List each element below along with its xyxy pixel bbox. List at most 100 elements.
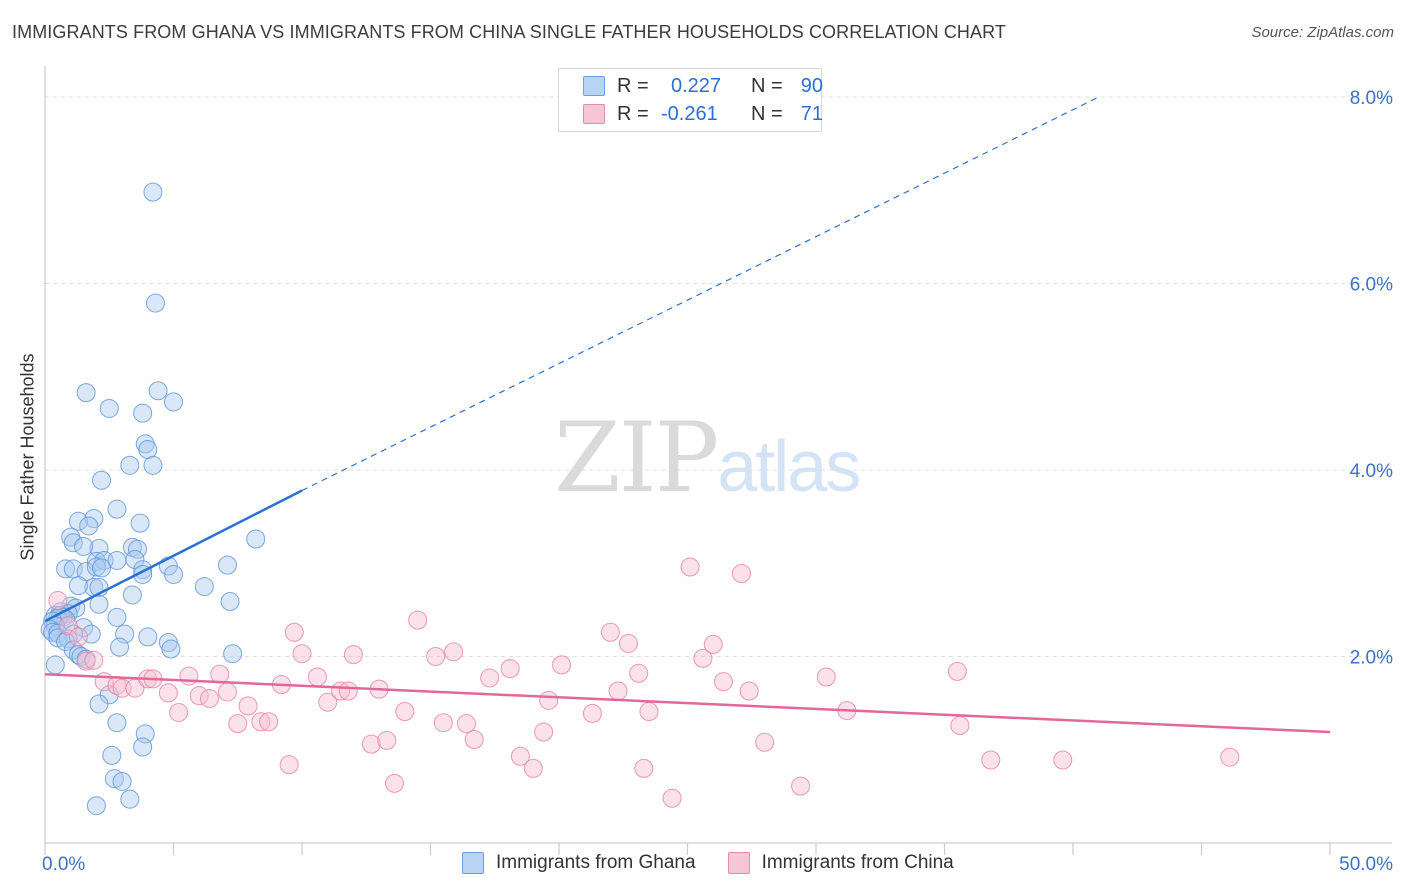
- china-swatch: [583, 104, 605, 124]
- china-point: [693, 648, 713, 668]
- ghana-point: [220, 591, 240, 611]
- china-point: [395, 702, 415, 722]
- china-point: [169, 702, 189, 722]
- ghana-point: [122, 585, 142, 605]
- china-point: [48, 591, 68, 611]
- ghana-point: [48, 623, 68, 643]
- ghana-point: [107, 499, 127, 519]
- ghana-point: [92, 470, 112, 490]
- ghana-point: [99, 398, 119, 418]
- n-value: 71: [800, 102, 823, 125]
- source-credit: Source: ZipAtlas.com: [1251, 24, 1394, 41]
- china-point: [84, 650, 104, 670]
- china-point: [408, 610, 428, 630]
- y-tick-label: 4.0%: [1350, 461, 1393, 482]
- china-point: [343, 645, 363, 665]
- china-point: [639, 702, 659, 722]
- ghana-point: [76, 383, 96, 403]
- ghana-point: [138, 627, 158, 647]
- y-axis-label: Single Father Households: [17, 353, 38, 561]
- ghana-point: [89, 694, 109, 714]
- china-point: [444, 642, 464, 662]
- china-swatch: [727, 852, 750, 874]
- china-point: [534, 722, 554, 742]
- ghana-point: [138, 439, 158, 459]
- legend-item-china: Immigrants from China: [727, 852, 954, 874]
- ghana-point: [161, 639, 181, 659]
- chart-title: IMMIGRANTS FROM GHANA VS IMMIGRANTS FROM…: [12, 22, 1006, 42]
- r-value: 0.227: [671, 74, 722, 97]
- legend-row-ghana: R = 0.227 N = 90: [583, 73, 823, 99]
- ghana-point: [107, 607, 127, 627]
- ghana-point: [107, 713, 127, 733]
- china-point: [1220, 747, 1240, 767]
- ghana-point: [102, 745, 122, 765]
- y-tick-label: 8.0%: [1350, 88, 1393, 109]
- china-point: [464, 729, 484, 749]
- china-point: [210, 664, 230, 684]
- ghana-swatch: [462, 852, 484, 874]
- r-label: R =: [617, 102, 649, 125]
- ghana-point: [164, 392, 183, 412]
- ghana-point: [130, 513, 150, 533]
- china-point: [377, 730, 397, 750]
- ghana-point: [217, 555, 237, 575]
- china-point: [703, 634, 723, 654]
- china-point: [338, 681, 358, 701]
- china-point: [318, 692, 338, 712]
- china-point: [76, 651, 96, 671]
- y-tick-label: 2.0%: [1350, 648, 1393, 669]
- china-point: [950, 716, 970, 736]
- china-point: [228, 714, 248, 734]
- ghana-point: [74, 536, 94, 556]
- china-point: [816, 667, 836, 687]
- ghana-swatch: [583, 76, 605, 96]
- legend-label-china: Immigrants from China: [761, 852, 954, 873]
- china-point: [552, 655, 572, 675]
- china-point: [480, 668, 500, 688]
- ghana-point: [86, 796, 106, 816]
- ghana-point: [146, 293, 166, 313]
- china-point: [307, 667, 327, 687]
- ghana-point: [246, 529, 266, 549]
- ghana-trend-extension: [301, 96, 1099, 492]
- china-point: [634, 758, 654, 778]
- correlation-legend: R = 0.227 N = 90 R = -0.261 N = 71: [558, 68, 823, 132]
- series-legend: Immigrants from Ghana Immigrants from Ch…: [462, 852, 986, 874]
- ghana-point: [56, 559, 76, 579]
- ghana-point: [56, 632, 76, 652]
- ghana-point: [112, 771, 132, 791]
- ghana-point: [74, 618, 94, 638]
- china-point: [238, 696, 258, 716]
- china-point: [279, 755, 299, 775]
- china-point: [539, 690, 559, 710]
- ghana-point: [86, 557, 106, 577]
- china-point: [385, 773, 405, 793]
- china-point: [755, 732, 775, 752]
- china-point: [523, 758, 543, 778]
- china-point: [500, 659, 520, 679]
- ghana-point: [63, 533, 83, 553]
- ghana-point: [68, 511, 88, 531]
- watermark-atlas: atlas: [717, 427, 861, 507]
- china-point: [158, 683, 178, 703]
- china-point: [456, 714, 476, 734]
- china-point: [1053, 750, 1073, 770]
- china-point: [791, 776, 811, 796]
- china-point: [433, 713, 453, 733]
- legend-item-ghana: Immigrants from Ghana: [462, 852, 696, 874]
- china-point: [259, 712, 279, 732]
- china-point: [981, 750, 1001, 770]
- n-label: N =: [751, 74, 783, 97]
- watermark-zip: ZIP: [554, 402, 719, 514]
- ghana-point: [223, 644, 243, 664]
- china-point: [361, 734, 381, 754]
- x-tick-label: 0.0%: [42, 854, 85, 875]
- china-point: [600, 622, 620, 642]
- ghana-point: [86, 551, 106, 571]
- legend-row-china: R = -0.261 N = 71: [583, 101, 823, 127]
- china-point: [179, 666, 199, 686]
- ghana-point: [194, 577, 214, 597]
- ghana-point: [110, 637, 130, 657]
